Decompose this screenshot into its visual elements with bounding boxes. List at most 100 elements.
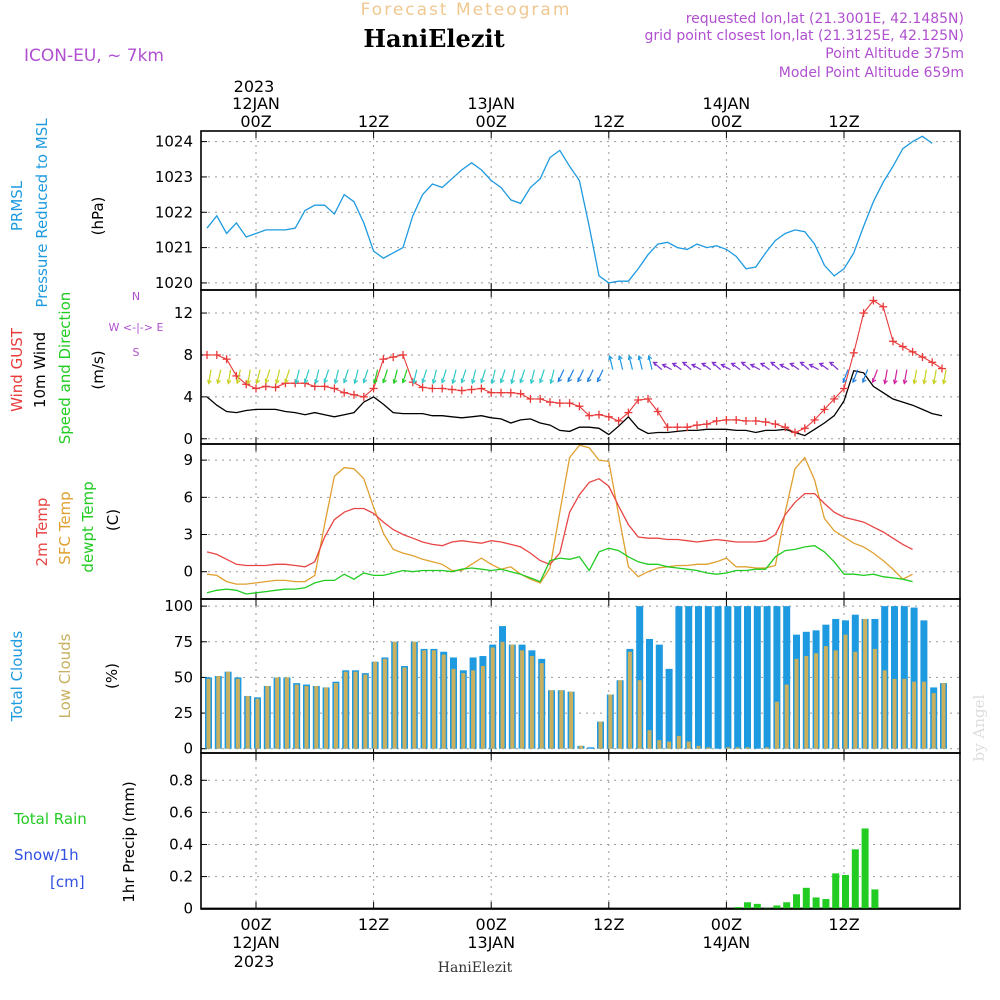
low-cloud-bar xyxy=(941,683,946,749)
date-label-bottom: 12JAN xyxy=(232,933,280,952)
total-cloud-bar xyxy=(665,668,673,749)
total-cloud-bar xyxy=(704,606,712,749)
total-cloud-bar xyxy=(773,606,781,749)
low-cloud-bar xyxy=(539,663,544,749)
low-cloud-bar xyxy=(245,695,250,749)
low-cloud-bar xyxy=(216,676,221,749)
low-cloud-bar xyxy=(333,683,338,749)
low-cloud-bar xyxy=(627,651,632,749)
low-cloud-bar xyxy=(490,647,495,749)
rain-bar xyxy=(861,828,869,909)
wind-arrow-head xyxy=(789,362,795,368)
rain-bar xyxy=(802,887,810,909)
wind-arrow-head xyxy=(343,378,348,384)
wind-arrow xyxy=(393,369,398,384)
wind-arrow xyxy=(275,369,281,384)
compass-south: S xyxy=(133,346,140,359)
wind-arrow-head xyxy=(740,361,746,367)
time-label-top: 00Z xyxy=(476,112,507,131)
wind-arrow xyxy=(334,369,339,384)
low-cloud-bar xyxy=(735,747,740,749)
wind-arrow xyxy=(491,369,496,384)
low-cloud-bar xyxy=(520,650,525,749)
wind-arrow-head xyxy=(759,362,765,368)
temp-unit: (C) xyxy=(104,509,122,531)
wind-arrow-head xyxy=(441,378,446,384)
wind-arrow-head xyxy=(294,379,300,385)
rain-bar xyxy=(851,849,859,909)
temp-2m-line xyxy=(206,477,913,568)
low-cloud-bar xyxy=(667,741,672,749)
wind-arrow-head xyxy=(661,363,667,369)
low-cloud-bar xyxy=(294,684,299,749)
low-cloud-bar xyxy=(696,745,701,749)
wind-arrow xyxy=(295,369,300,384)
y-tick-label: 0.2 xyxy=(169,868,193,886)
low-cloud-bar xyxy=(882,670,887,749)
product-title: Forecast Meteogram xyxy=(361,0,572,20)
wind-arrow-head xyxy=(402,378,407,384)
wind-arrow-head xyxy=(314,379,319,385)
low-cloud-bar xyxy=(324,687,329,749)
y-tick-label: 12 xyxy=(174,304,193,322)
wind-arrow xyxy=(539,369,545,383)
rain-bar xyxy=(793,894,800,909)
wind-arrow-head xyxy=(373,379,378,385)
wind-arrow-head xyxy=(779,363,785,369)
time-label-bottom: 12Z xyxy=(828,915,859,934)
station-title: HaniElezit xyxy=(363,24,504,53)
wind-arrow xyxy=(412,369,418,384)
y-tick-label: 3 xyxy=(183,526,193,544)
wind-arrow-head xyxy=(902,379,908,385)
top-year: 2023 xyxy=(234,77,275,96)
wind-arrow-head xyxy=(392,379,398,385)
time-label-top: 12Z xyxy=(828,112,859,131)
low-cloud-bar xyxy=(912,681,917,749)
low-cloud-bar xyxy=(598,721,603,749)
pressure-line xyxy=(206,135,933,284)
wind-arrow xyxy=(903,369,908,384)
wind-arrow-head xyxy=(596,377,602,383)
wind-arrow-head xyxy=(460,378,466,384)
wind-arrow xyxy=(363,369,369,383)
wind-arrow xyxy=(884,369,888,384)
y-tick-label: 0 xyxy=(183,740,193,758)
low-cloud-bar xyxy=(373,661,378,749)
wind-arrow xyxy=(480,369,486,383)
y-tick-label: 0 xyxy=(183,430,193,448)
total-cloud-bar xyxy=(900,606,908,749)
wind-10m-label: 10m Wind xyxy=(31,332,49,408)
wind-arrow-head xyxy=(567,377,572,383)
temp-dewpt-line xyxy=(206,545,913,595)
date-label-bottom: 14JAN xyxy=(703,933,751,952)
low-cloud-bar xyxy=(578,745,583,749)
wind-arrow xyxy=(461,369,467,383)
low-cloud-bar xyxy=(559,690,564,749)
wind-arrow-head xyxy=(207,379,212,385)
wind-arrow xyxy=(304,369,310,383)
wind-arrow-head xyxy=(421,378,427,384)
wind-arrow-head xyxy=(652,361,658,367)
low-cloud-bar xyxy=(226,671,231,749)
wind-arrow xyxy=(577,369,584,382)
total-cloud-bar xyxy=(646,638,653,749)
wind-arrow-head xyxy=(577,377,582,383)
low-cloud-bar xyxy=(657,740,662,749)
wind-arrow-head xyxy=(690,363,697,369)
low-cloud-bar xyxy=(314,685,319,749)
wind-arrow xyxy=(452,369,457,384)
wind-arrow-head xyxy=(608,354,613,361)
y-tick-label: 1021 xyxy=(155,239,193,257)
y-tick-label: 25 xyxy=(174,704,193,722)
low-cloud-bar xyxy=(863,618,868,749)
low-cloud-bar xyxy=(510,644,515,749)
wind-arrow-head xyxy=(519,378,525,384)
wind-arrow-head xyxy=(862,378,867,384)
wind-arrow xyxy=(236,369,241,384)
footer-station: HaniElezit xyxy=(438,960,513,976)
wind-arrow-head xyxy=(323,378,329,384)
wind-arrow-head xyxy=(808,363,814,369)
wind-arrow-head xyxy=(618,354,623,361)
requested-coords: requested lon,lat (21.3001E, 42.1485N) xyxy=(686,11,964,27)
rain-bar xyxy=(753,903,761,909)
